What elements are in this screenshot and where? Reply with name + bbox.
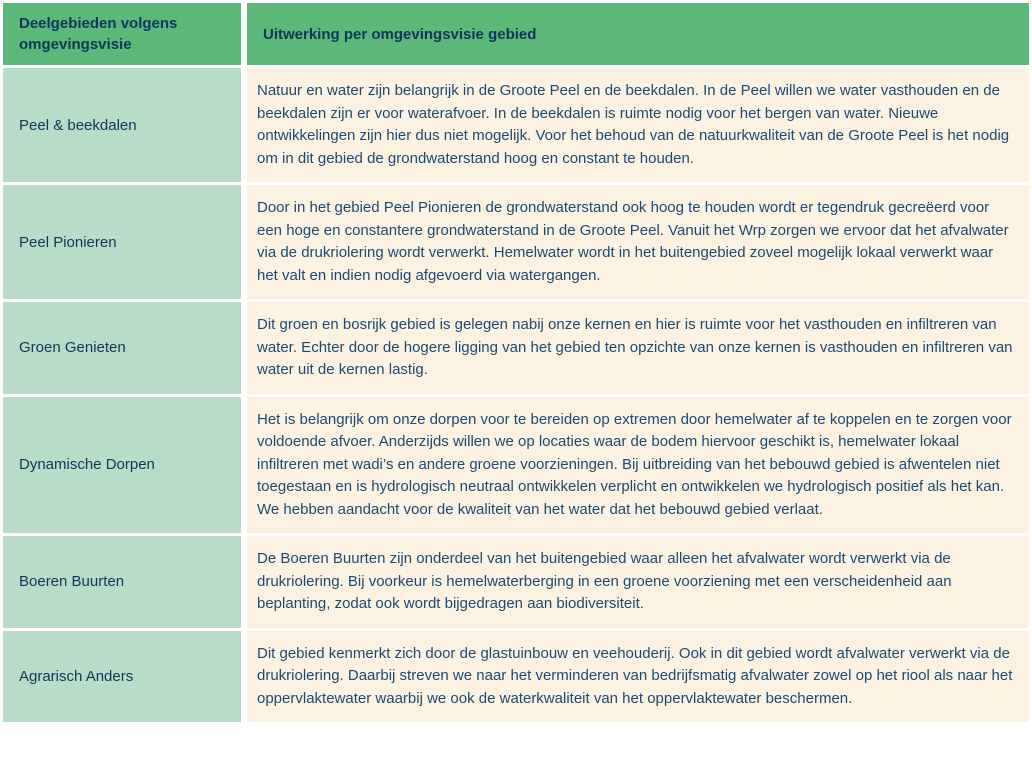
deelgebieden-table: Deelgebieden volgens omgevingsvisie Uitw… xyxy=(0,0,1032,725)
table-row: Agrarisch Anders Dit gebied kenmerkt zic… xyxy=(0,630,1032,725)
table-row: Boeren Buurten De Boeren Buurten zijn on… xyxy=(0,536,1032,631)
cell-area-dynamische-dorpen: Dynamische Dorpen xyxy=(0,396,244,536)
column-header-uitwerking: Uitwerking per omgevingsvisie gebied xyxy=(244,0,1032,68)
cell-area-boeren-buurten: Boeren Buurten xyxy=(0,536,244,631)
cell-detail-peel-beekdalen: Natuur en water zijn belangrijk in de Gr… xyxy=(244,68,1032,185)
cell-detail-groen-genieten: Dit groen en bosrijk gebied is gelegen n… xyxy=(244,302,1032,397)
table-header-row: Deelgebieden volgens omgevingsvisie Uitw… xyxy=(0,0,1032,68)
table-body: Peel & beekdalen Natuur en water zijn be… xyxy=(0,68,1032,725)
column-header-deelgebieden: Deelgebieden volgens omgevingsvisie xyxy=(0,0,244,68)
cell-detail-dynamische-dorpen: Het is belangrijk om onze dorpen voor te… xyxy=(244,396,1032,536)
table-header: Deelgebieden volgens omgevingsvisie Uitw… xyxy=(0,0,1032,68)
cell-area-peel-beekdalen: Peel & beekdalen xyxy=(0,68,244,185)
cell-area-peel-pionieren: Peel Pionieren xyxy=(0,185,244,302)
cell-detail-peel-pionieren: Door in het gebied Peel Pionieren de gro… xyxy=(244,185,1032,302)
table-row: Peel & beekdalen Natuur en water zijn be… xyxy=(0,68,1032,185)
cell-detail-agrarisch-anders: Dit gebied kenmerkt zich door de glastui… xyxy=(244,630,1032,725)
cell-area-agrarisch-anders: Agrarisch Anders xyxy=(0,630,244,725)
table-row: Peel Pionieren Door in het gebied Peel P… xyxy=(0,185,1032,302)
table-row: Groen Genieten Dit groen en bosrijk gebi… xyxy=(0,302,1032,397)
cell-detail-boeren-buurten: De Boeren Buurten zijn onderdeel van het… xyxy=(244,536,1032,631)
table-row: Dynamische Dorpen Het is belangrijk om o… xyxy=(0,396,1032,536)
cell-area-groen-genieten: Groen Genieten xyxy=(0,302,244,397)
